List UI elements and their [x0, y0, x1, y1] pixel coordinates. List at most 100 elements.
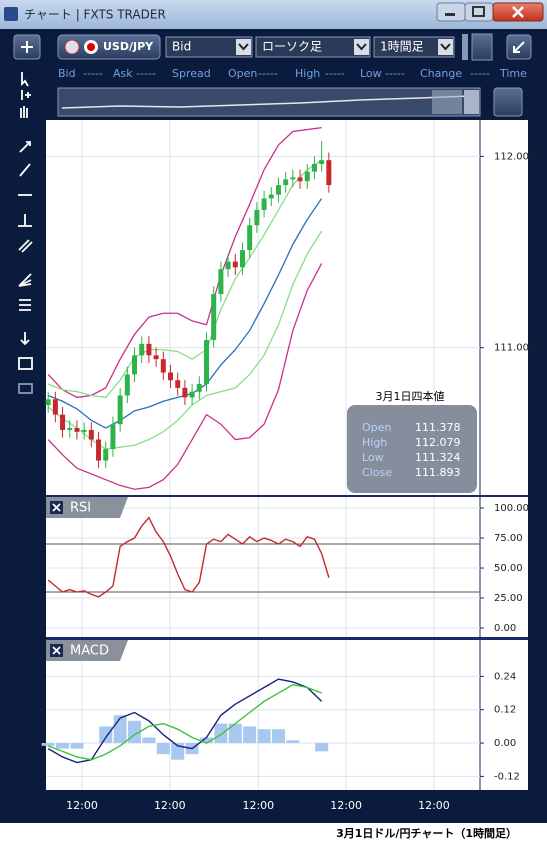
maximize-icon — [472, 6, 485, 17]
histogram-bar — [214, 723, 228, 744]
y-tick-label: 25.00 — [494, 593, 523, 604]
candle-body — [103, 449, 109, 461]
histogram-bar — [271, 729, 285, 744]
histogram-bar — [56, 743, 70, 749]
fan-tool[interactable] — [18, 273, 32, 287]
candle-body — [96, 439, 102, 461]
histogram-bar — [99, 726, 113, 744]
panel-divider — [46, 637, 528, 640]
candle-body — [254, 209, 260, 226]
navigator-preview — [61, 95, 471, 109]
y-tick-label: 112.000 — [494, 151, 535, 162]
candle-body — [124, 374, 130, 396]
dropdown-arrow-box — [236, 39, 251, 55]
tooltip-value: 111.324 — [415, 451, 461, 464]
zoom-button[interactable] — [493, 87, 523, 117]
histogram-bar — [113, 715, 127, 744]
download-tool[interactable] — [20, 332, 30, 346]
minimize-button[interactable] — [436, 2, 466, 22]
candle-body — [60, 414, 66, 430]
candle-body — [204, 340, 210, 385]
price-type-select[interactable] — [165, 36, 253, 58]
candle-body — [168, 372, 174, 381]
navigator-window[interactable] — [432, 90, 462, 114]
symbol-label: USD/JPY — [103, 40, 154, 53]
us-flag — [64, 39, 80, 55]
band-line — [47, 127, 322, 399]
indicator-line — [47, 683, 322, 761]
timeframe-select[interactable] — [373, 36, 455, 58]
info-label: ----- — [258, 67, 278, 80]
scrollbar — [530, 120, 547, 790]
panel-tab — [46, 497, 128, 518]
candle-body — [139, 343, 145, 356]
rsi-plot — [46, 497, 480, 637]
panel-divider — [46, 495, 528, 497]
tooltip-label: Low — [362, 451, 384, 464]
candle-body — [232, 261, 238, 268]
dropdown-arrow — [440, 43, 451, 51]
candle-body — [132, 355, 138, 375]
dropdown-arrow-box — [354, 39, 369, 55]
toolbar-scroll-button[interactable] — [471, 33, 493, 61]
histogram-bar — [142, 737, 156, 744]
fibo-tool[interactable] — [19, 299, 31, 311]
y-tick-label: 100.00 — [494, 503, 529, 514]
histogram-bar — [315, 743, 329, 752]
camera-tool[interactable] — [18, 383, 33, 394]
x-tick-label: 12:00 — [242, 799, 274, 812]
symbol-button[interactable] — [57, 34, 161, 60]
hand-tool[interactable] — [20, 106, 28, 118]
candle-body — [268, 194, 274, 199]
panel-tab — [46, 640, 128, 661]
pointer-tool[interactable] — [21, 72, 29, 87]
plus-icon — [21, 41, 33, 53]
navigator[interactable] — [57, 87, 481, 117]
dropdown-arrow — [238, 43, 249, 51]
dropdown-arrow — [356, 43, 367, 51]
minimize-icon — [445, 13, 455, 16]
histogram-bar — [286, 740, 300, 744]
candle-body — [326, 160, 332, 186]
tooltip-value: 112.079 — [415, 436, 461, 449]
candle-body — [211, 294, 217, 341]
maximize-button[interactable] — [464, 2, 494, 22]
y-tick-label: 50.00 — [494, 563, 523, 574]
candle-body — [196, 384, 202, 392]
info-label: ----- — [83, 67, 103, 80]
y-tick-label: 0.00 — [494, 738, 516, 749]
navigator-right[interactable] — [464, 90, 479, 114]
chart-kind-select[interactable] — [255, 36, 371, 58]
y-tick-label: 0.12 — [494, 705, 516, 716]
info-label: ----- — [325, 67, 345, 80]
info-label: Spread — [172, 67, 211, 80]
dropdown-arrow-box — [438, 39, 453, 55]
x-tick-label: 12:00 — [154, 799, 186, 812]
y-tick-label: 0.00 — [494, 623, 516, 634]
detach-icon — [513, 41, 525, 53]
price-axis — [480, 120, 528, 790]
panel-close-icon — [52, 646, 61, 655]
list-tool[interactable] — [18, 357, 33, 370]
candle-body — [247, 225, 253, 251]
select-tool[interactable] — [21, 90, 31, 100]
candle-body — [81, 429, 87, 432]
band-line — [47, 159, 323, 399]
info-label: High — [295, 67, 320, 80]
candle-body — [297, 177, 303, 182]
x-tick-label: 12:00 — [418, 799, 450, 812]
channel-tool[interactable] — [18, 239, 33, 253]
jp-flag-sun — [87, 43, 95, 51]
candle-body — [175, 380, 181, 388]
candle-body — [290, 177, 296, 180]
info-label: ----- — [470, 67, 490, 80]
info-label: Ask — [113, 67, 133, 80]
vline-tool[interactable] — [18, 214, 32, 227]
histogram-bar — [41, 743, 55, 746]
tool-icons — [18, 72, 33, 394]
line-tool[interactable] — [19, 163, 31, 177]
info-label: Time — [499, 67, 527, 80]
histogram-bar — [171, 743, 185, 760]
tooltip-box — [347, 405, 477, 493]
trendline-tool[interactable] — [19, 141, 31, 153]
